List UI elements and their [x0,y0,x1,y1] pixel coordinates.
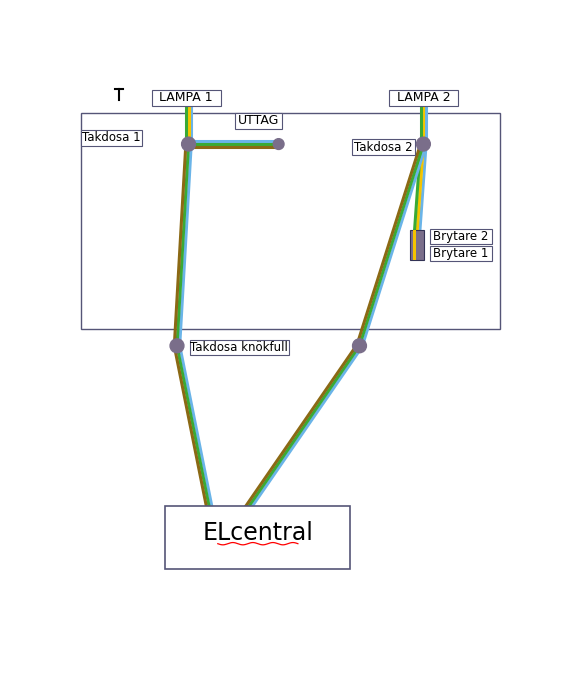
Circle shape [273,139,284,149]
Text: LAMPA 1: LAMPA 1 [160,92,213,104]
Bar [81,113,500,329]
Bar [190,340,288,355]
Text: UTTAG: UTTAG [238,115,279,127]
Bar [352,139,415,155]
Text: Takdosa 1: Takdosa 1 [82,132,141,144]
Text: Brytare 2: Brytare 2 [433,230,489,243]
Circle shape [181,137,195,151]
Bar [235,113,283,129]
Text: LAMPA 2: LAMPA 2 [397,92,450,104]
Text: Takdosa knökfull: Takdosa knökfull [191,341,288,354]
Bar [81,130,142,146]
Bar [389,90,458,106]
Bar [431,246,492,261]
Circle shape [353,339,366,353]
Bar [410,230,424,260]
Text: Brytare 1: Brytare 1 [433,247,489,260]
Circle shape [170,339,184,353]
Bar [414,230,417,260]
Text: Takdosa 2: Takdosa 2 [354,141,412,153]
Bar [166,506,350,569]
Bar [152,90,221,106]
Text: ELcentral: ELcentral [202,521,314,545]
Circle shape [417,137,431,151]
Bar [431,229,492,244]
